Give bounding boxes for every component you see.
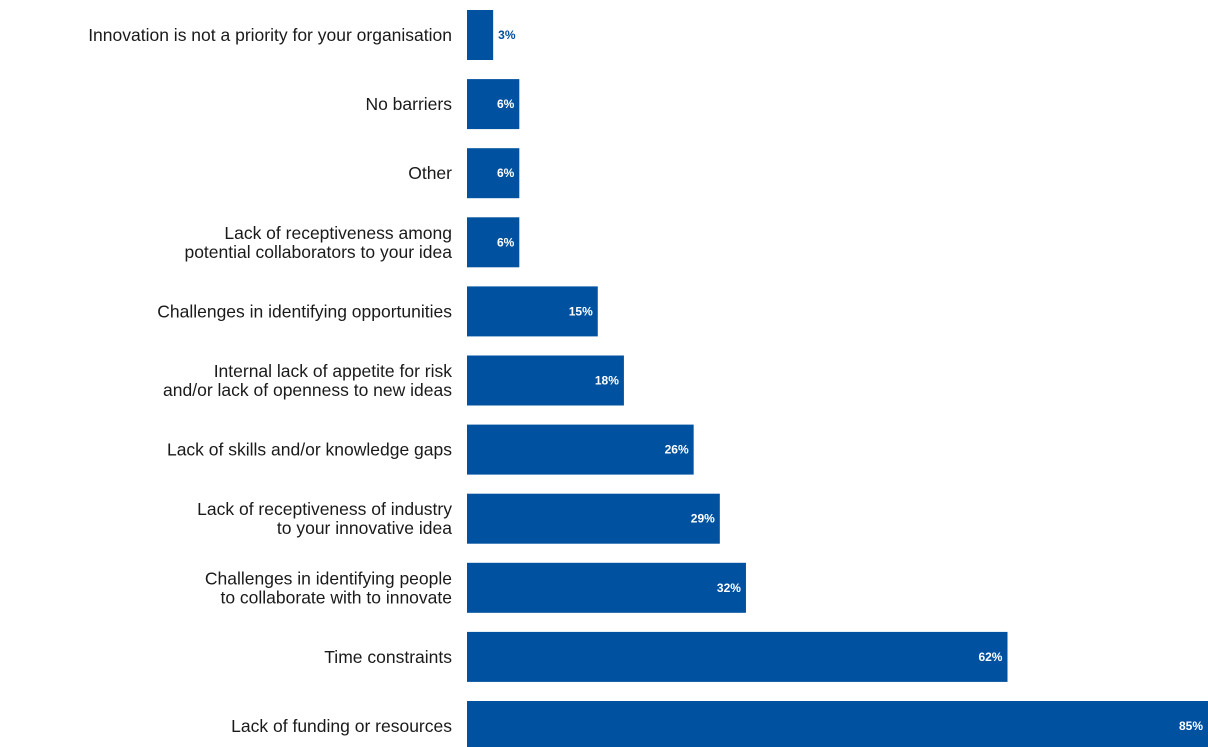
- bar: [467, 701, 1208, 747]
- category-label: Time constraints: [324, 647, 452, 667]
- bar: [467, 286, 598, 337]
- category-label: Innovation is not a priority for your or…: [88, 25, 452, 45]
- value-label: 15%: [569, 304, 593, 318]
- value-label: 62%: [978, 650, 1002, 664]
- bar: [467, 10, 494, 60]
- value-label: 6%: [497, 97, 515, 111]
- value-label: 3%: [498, 28, 516, 42]
- value-label: 18%: [595, 374, 619, 388]
- category-label: Lack of skills and/or knowledge gaps: [167, 440, 452, 460]
- category-label: Lack of receptiveness of industry to your…: [197, 499, 452, 538]
- category-label: Lack of funding or resources: [231, 716, 452, 736]
- category-label: Lack of receptiveness among potential col…: [184, 223, 452, 262]
- category-label: Other: [408, 163, 452, 183]
- bar: [467, 148, 520, 199]
- value-labels: 3% 6% 6% 6% 15% 18% 26% 29% 32% 62% 85%: [497, 28, 1203, 733]
- bar: [467, 355, 624, 406]
- value-label: 85%: [1179, 719, 1203, 733]
- bar: [467, 562, 746, 613]
- value-label: 32%: [717, 581, 741, 595]
- category-labels: Innovation is not a priority for your or…: [88, 25, 452, 736]
- category-label: Internal lack of appetite for risk and/or…: [163, 361, 452, 400]
- bar: [467, 631, 1008, 682]
- bars: [467, 10, 1208, 747]
- value-label: 6%: [497, 235, 515, 249]
- value-label: 26%: [665, 443, 689, 457]
- bar: [467, 217, 520, 268]
- category-label: Challenges in identifying people to colla…: [205, 568, 452, 607]
- value-label: 6%: [497, 166, 515, 180]
- bar: [467, 424, 694, 475]
- category-label: No barriers: [365, 94, 452, 114]
- value-label: 29%: [691, 512, 715, 526]
- category-label: Challenges in identifying opportunities: [157, 301, 452, 321]
- bar: [467, 79, 520, 130]
- bar: [467, 493, 720, 544]
